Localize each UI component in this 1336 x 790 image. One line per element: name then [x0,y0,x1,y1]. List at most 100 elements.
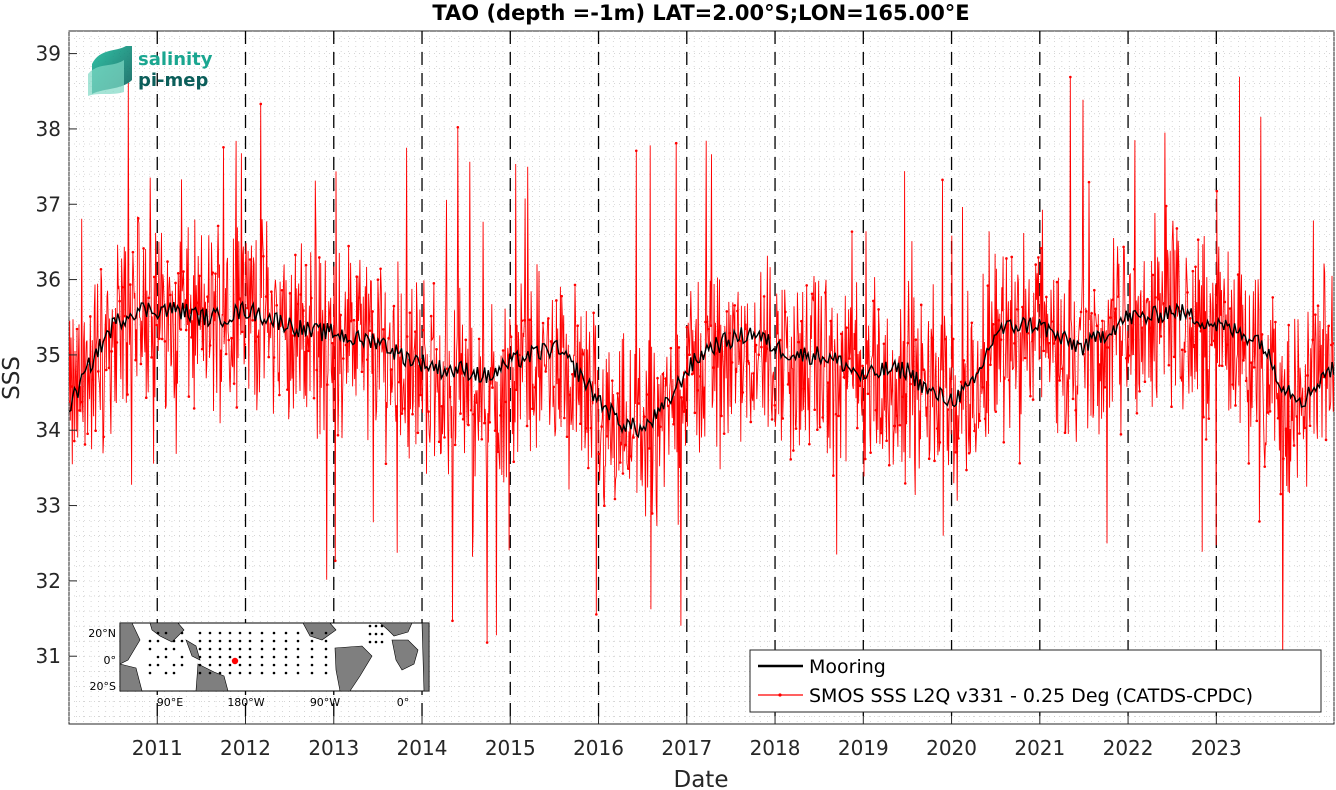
map-xtick-0: 90°E [157,696,183,709]
smos-point [1324,438,1328,442]
smos-point [1156,297,1160,301]
smos-point [251,318,255,322]
mooring-dot [260,671,264,675]
smos-point [443,436,446,439]
smos-point [816,428,819,432]
smos-point [1047,341,1051,345]
smos-point [749,420,753,424]
mooring-dot [284,655,288,659]
smos-point [595,613,598,616]
mooring-dot [296,647,300,651]
mooring-dot [238,639,242,643]
mooring-dot [218,631,222,635]
mooring-dot [172,663,176,667]
mooring-dot [228,655,232,659]
smos-point [704,320,707,324]
mooring-dot [156,663,160,667]
smos-point [115,341,119,344]
smos-point [467,423,470,427]
smos-point [1183,350,1187,353]
smos-point [259,102,263,106]
mooring-dot [310,655,314,659]
y-tick-label-38: 38 [36,117,61,141]
smos-point [504,400,508,404]
smos-point [597,452,601,456]
smos-point [387,336,390,340]
smos-point [645,393,649,396]
smos-point [866,392,870,396]
smos-point [1122,245,1125,249]
mooring-dot [296,639,300,643]
smos-point [485,641,489,644]
smos-point [1002,440,1006,444]
mooring-dot [310,631,314,635]
smos-point [927,457,931,460]
smos-point [1071,397,1075,401]
smos-point [832,474,835,477]
smos-point [440,404,444,408]
smos-point [312,396,316,400]
mooring-dot [374,640,378,644]
selected-mooring-marker [231,657,239,665]
mooring-dot [148,663,152,667]
smos-point [690,372,694,376]
smos-point [1015,308,1019,311]
smos-point [573,283,577,287]
smos-point [1061,367,1064,371]
smos-point [1143,380,1147,384]
mooring-dot [324,663,328,667]
smos-point [158,337,161,340]
smos-point [1103,385,1107,389]
smos-point [1154,296,1157,299]
smos-point [1300,397,1304,401]
smos-point [184,328,188,332]
smos-point [895,414,899,418]
smos-point [69,400,71,403]
mooring-dot [284,671,288,675]
smos-point [1146,297,1149,301]
mooring-dot [296,631,300,635]
smos-point [981,385,984,389]
smos-point [933,459,936,463]
smos-point [1199,329,1203,333]
smos-point [951,337,955,341]
mooring-dot [180,631,184,635]
smos-point [714,352,718,355]
smos-point [142,247,145,250]
mooring-dot [164,647,168,651]
mooring-dot [272,671,276,675]
smos-point [669,346,673,350]
smos-point [922,368,926,371]
smos-point [661,372,665,376]
smos-point [648,447,651,450]
mooring-dot [296,671,300,675]
x-axis-ticks: 2011 2012 2013 2014 2015 2016 2017 2018 2019 2020… [132,716,1242,760]
smos-point [104,368,108,372]
mooring-dot [324,655,328,659]
smos-point [850,230,854,233]
x-tick-label-2015: 2015 [485,736,536,760]
smos-point [869,451,872,454]
smos-point [147,296,151,300]
smos-point [192,407,196,410]
smos-point [1106,346,1109,349]
smos-point [893,424,896,428]
smos-point [528,318,532,322]
y-tick-label-31: 31 [36,644,61,668]
smos-point [139,362,143,366]
smos-point [73,439,76,443]
mooring-dot [380,632,384,636]
x-axis-label: Date [674,767,729,790]
smos-point [943,337,947,341]
smos-point [240,330,244,334]
smos-point [136,216,140,220]
smos-point [877,308,880,311]
smos-point [368,329,372,332]
x-tick-label-2012: 2012 [220,736,271,760]
smos-point [1039,246,1043,250]
smos-point [1031,398,1035,401]
smos-point [384,462,388,466]
smos-point [930,336,934,340]
smos-point [1090,311,1093,315]
smos-point [821,416,824,419]
